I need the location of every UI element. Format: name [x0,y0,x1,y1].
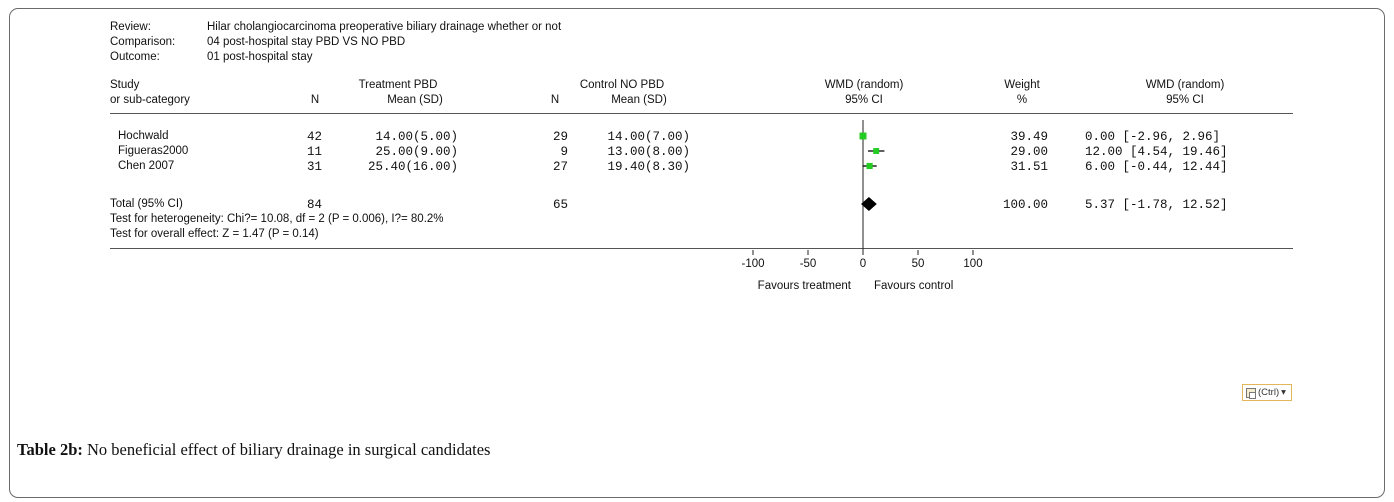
axis-tick-label: -50 [799,258,817,270]
header-subcategory: or sub-category [110,94,190,106]
favours-control-label: Favours control [874,280,954,292]
overall-effect-test: Test for overall effect: Z = 1.47 (P = 0… [110,228,319,240]
row-control-mean: 19.40(8.30) [607,160,690,174]
paste-options-label: (Ctrl) [1258,387,1280,398]
comparison-text: 04 post-hospital stay PBD VS NO PBD [207,36,406,48]
row-treatment-mean: 25.40(16.00) [367,160,458,174]
clipboard-icon [1246,387,1256,399]
row-control-n: 27 [552,160,568,174]
header-treatment-group: Treatment PBD [358,79,438,91]
study-marker [873,148,880,154]
row-treatment-n: 11 [306,145,322,159]
row-study: Figueras2000 [118,145,189,157]
header-wmd: WMD (random) [824,79,904,91]
header-wmd-right: WMD (random) [1145,79,1225,91]
header-treatment-mean: Mean (SD) [387,94,443,106]
total-label: Total (95% CI) [110,198,183,210]
review-text: Hilar cholangiocarcinoma preoperative bi… [207,21,562,33]
study-marker [866,162,873,170]
header-rule [110,113,1293,114]
total-treatment-n: 84 [306,198,322,212]
pooled-diamond [861,197,877,211]
dropdown-arrow-icon: ▾ [1281,387,1286,398]
row-weight: 29.00 [1010,145,1048,159]
row-control-mean: 13.00(8.00) [607,145,690,159]
comparison-label: Comparison: [110,36,176,48]
row-ci-text: 6.00 [-0.44, 12.44] [1085,160,1228,174]
row-ci-text: 12.00 [4.54, 19.46] [1085,145,1228,159]
review-label: Review: [110,21,151,33]
axis-tick-label: 100 [963,258,983,270]
caption-label: Table 2b: [17,440,83,459]
header-control-mean: Mean (SD) [611,94,667,106]
row-treatment-mean: 14.00(5.00) [375,130,458,144]
heterogeneity-test: Test for heterogeneity: Chi?= 10.08, df … [110,213,444,225]
favours-treatment-label: Favours treatment [757,280,851,292]
axis-tick-label: 50 [911,258,925,270]
outcome-text: 01 post-hospital stay [207,51,313,63]
row-weight: 39.49 [1010,130,1048,144]
header-weight-pct: % [1016,94,1028,106]
axis-tick-label: 0 [859,258,867,270]
caption-text: No beneficial effect of biliary drainage… [82,440,491,459]
row-treatment-n: 42 [306,130,322,144]
figure-frame [9,8,1385,498]
row-control-mean: 14.00(7.00) [607,130,690,144]
header-control-group: Control NO PBD [579,79,665,91]
row-ci-text: 0.00 [-2.96, 2.96] [1085,130,1221,144]
header-control-n: N [550,94,560,106]
study-marker [859,132,867,140]
total-control-n: 65 [552,198,568,212]
row-treatment-n: 31 [306,160,322,174]
footer-rule [110,248,1293,249]
row-control-n: 29 [552,130,568,144]
row-control-n: 9 [560,145,568,159]
row-weight: 31.51 [1010,160,1048,174]
row-study: Chen 2007 [118,160,175,172]
total-weight: 100.00 [1002,198,1048,212]
row-treatment-mean: 25.00(9.00) [375,145,458,159]
outcome-label: Outcome: [110,51,160,63]
total-ci-text: 5.37 [-1.78, 12.52] [1085,198,1228,212]
row-study: Hochwald [118,130,169,142]
figure-caption: Table 2b: No beneficial effect of biliar… [17,440,490,460]
axis-tick-label: -100 [741,258,765,270]
header-study: Study [110,79,140,91]
header-treatment-n: N [310,94,320,106]
paste-options-button[interactable]: (Ctrl) ▾ [1242,384,1292,401]
header-wmd-right-ci: 95% CI [1166,94,1204,106]
header-weight: Weight [1004,79,1040,91]
header-wmd-ci: 95% CI [845,94,883,106]
